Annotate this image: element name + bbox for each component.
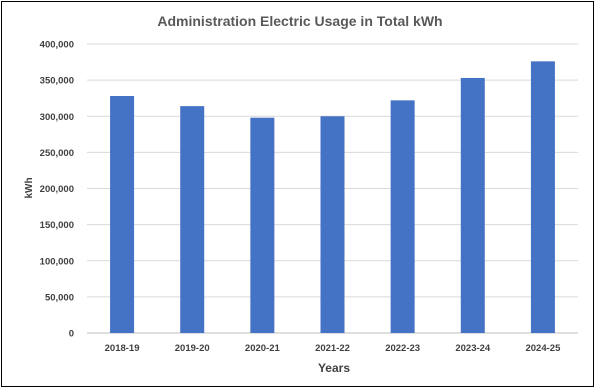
x-axis-ticks: 2018-19 2019-20 2020-21 2021-22 2022-23 2023-…: [105, 343, 561, 354]
bars: [110, 61, 555, 334]
x-axis-label: Years: [318, 361, 350, 375]
x-tick-label: 2022-23: [385, 343, 420, 354]
y-tick-label: 0: [69, 329, 74, 340]
y-tick-label: 100,000: [40, 256, 74, 267]
x-tick-label: 2019-20: [175, 343, 210, 354]
bar-2022-23: [390, 100, 415, 333]
y-tick-label: 50,000: [45, 292, 74, 303]
x-tick-label: 2021-22: [315, 343, 350, 354]
y-tick-label: 400,000: [40, 40, 74, 51]
bar-2018-19: [110, 96, 135, 334]
x-tick-label: 2023-24: [455, 343, 491, 354]
y-tick-label: 300,000: [40, 112, 74, 123]
y-tick-label: 250,000: [40, 148, 74, 159]
y-tick-label: 200,000: [40, 184, 74, 195]
bar-2024-25: [530, 61, 555, 334]
bar-2019-20: [180, 106, 205, 333]
y-axis-ticks: 0 50,000 100,000 150,000 200,000 250,000 300,0…: [40, 40, 74, 340]
y-axis-label: kWh: [24, 177, 35, 198]
y-tick-label: 150,000: [40, 220, 74, 231]
x-tick-label: 2024-25: [525, 343, 561, 354]
bar-2023-24: [460, 77, 485, 334]
y-tick-label: 350,000: [40, 76, 74, 87]
bar-2021-22: [320, 116, 345, 333]
x-tick-label: 2018-19: [105, 343, 140, 354]
chart-title: Administration Electric Usage in Total k…: [157, 13, 442, 29]
bar-2020-21: [250, 117, 275, 333]
x-tick-label: 2020-21: [245, 343, 281, 354]
